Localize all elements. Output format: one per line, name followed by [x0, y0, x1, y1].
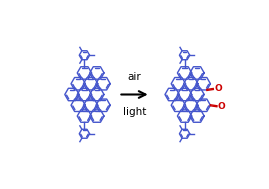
- Text: O: O: [218, 102, 225, 111]
- Text: O: O: [214, 84, 222, 94]
- Text: light: light: [123, 107, 146, 117]
- Text: air: air: [128, 72, 141, 82]
